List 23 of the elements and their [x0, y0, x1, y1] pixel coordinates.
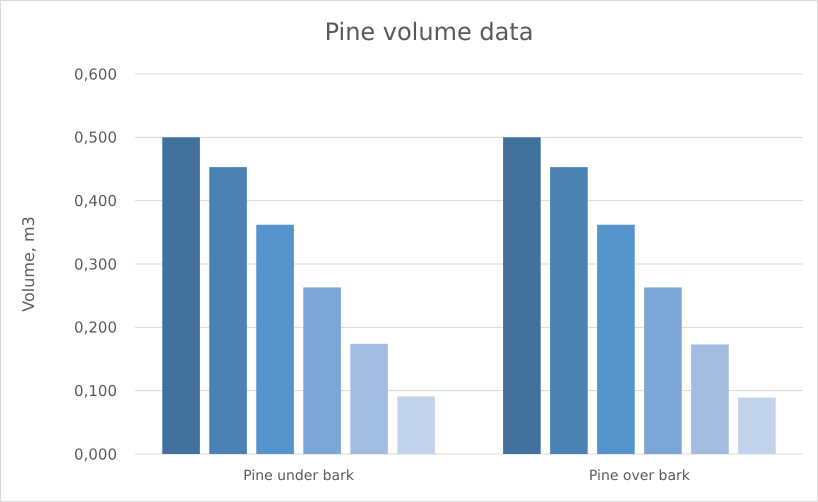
bar [503, 137, 541, 454]
y-tick-label: 0,400 [74, 192, 117, 210]
bar [691, 344, 729, 454]
y-tick-label: 0,200 [74, 318, 117, 337]
bar [350, 344, 388, 454]
bar [597, 224, 635, 454]
bar [162, 137, 200, 454]
y-tick-label: 0,300 [74, 255, 117, 274]
bar [550, 167, 588, 454]
bar [738, 398, 776, 454]
chart-title: Pine volume data [324, 18, 534, 46]
x-tick-label: Pine under bark [243, 468, 355, 484]
y-axis-title: Volume, m3 [19, 216, 38, 312]
y-tick-label: 0,600 [74, 65, 117, 84]
bar [256, 224, 294, 454]
bar [303, 287, 341, 454]
y-tick-label: 0,000 [74, 445, 117, 464]
y-tick-label: 0,100 [74, 382, 117, 400]
bar [397, 396, 435, 454]
y-tick-label: 0,500 [74, 128, 117, 147]
bar [644, 287, 682, 454]
bar [209, 167, 247, 454]
x-tick-label: Pine over bark [588, 468, 691, 484]
